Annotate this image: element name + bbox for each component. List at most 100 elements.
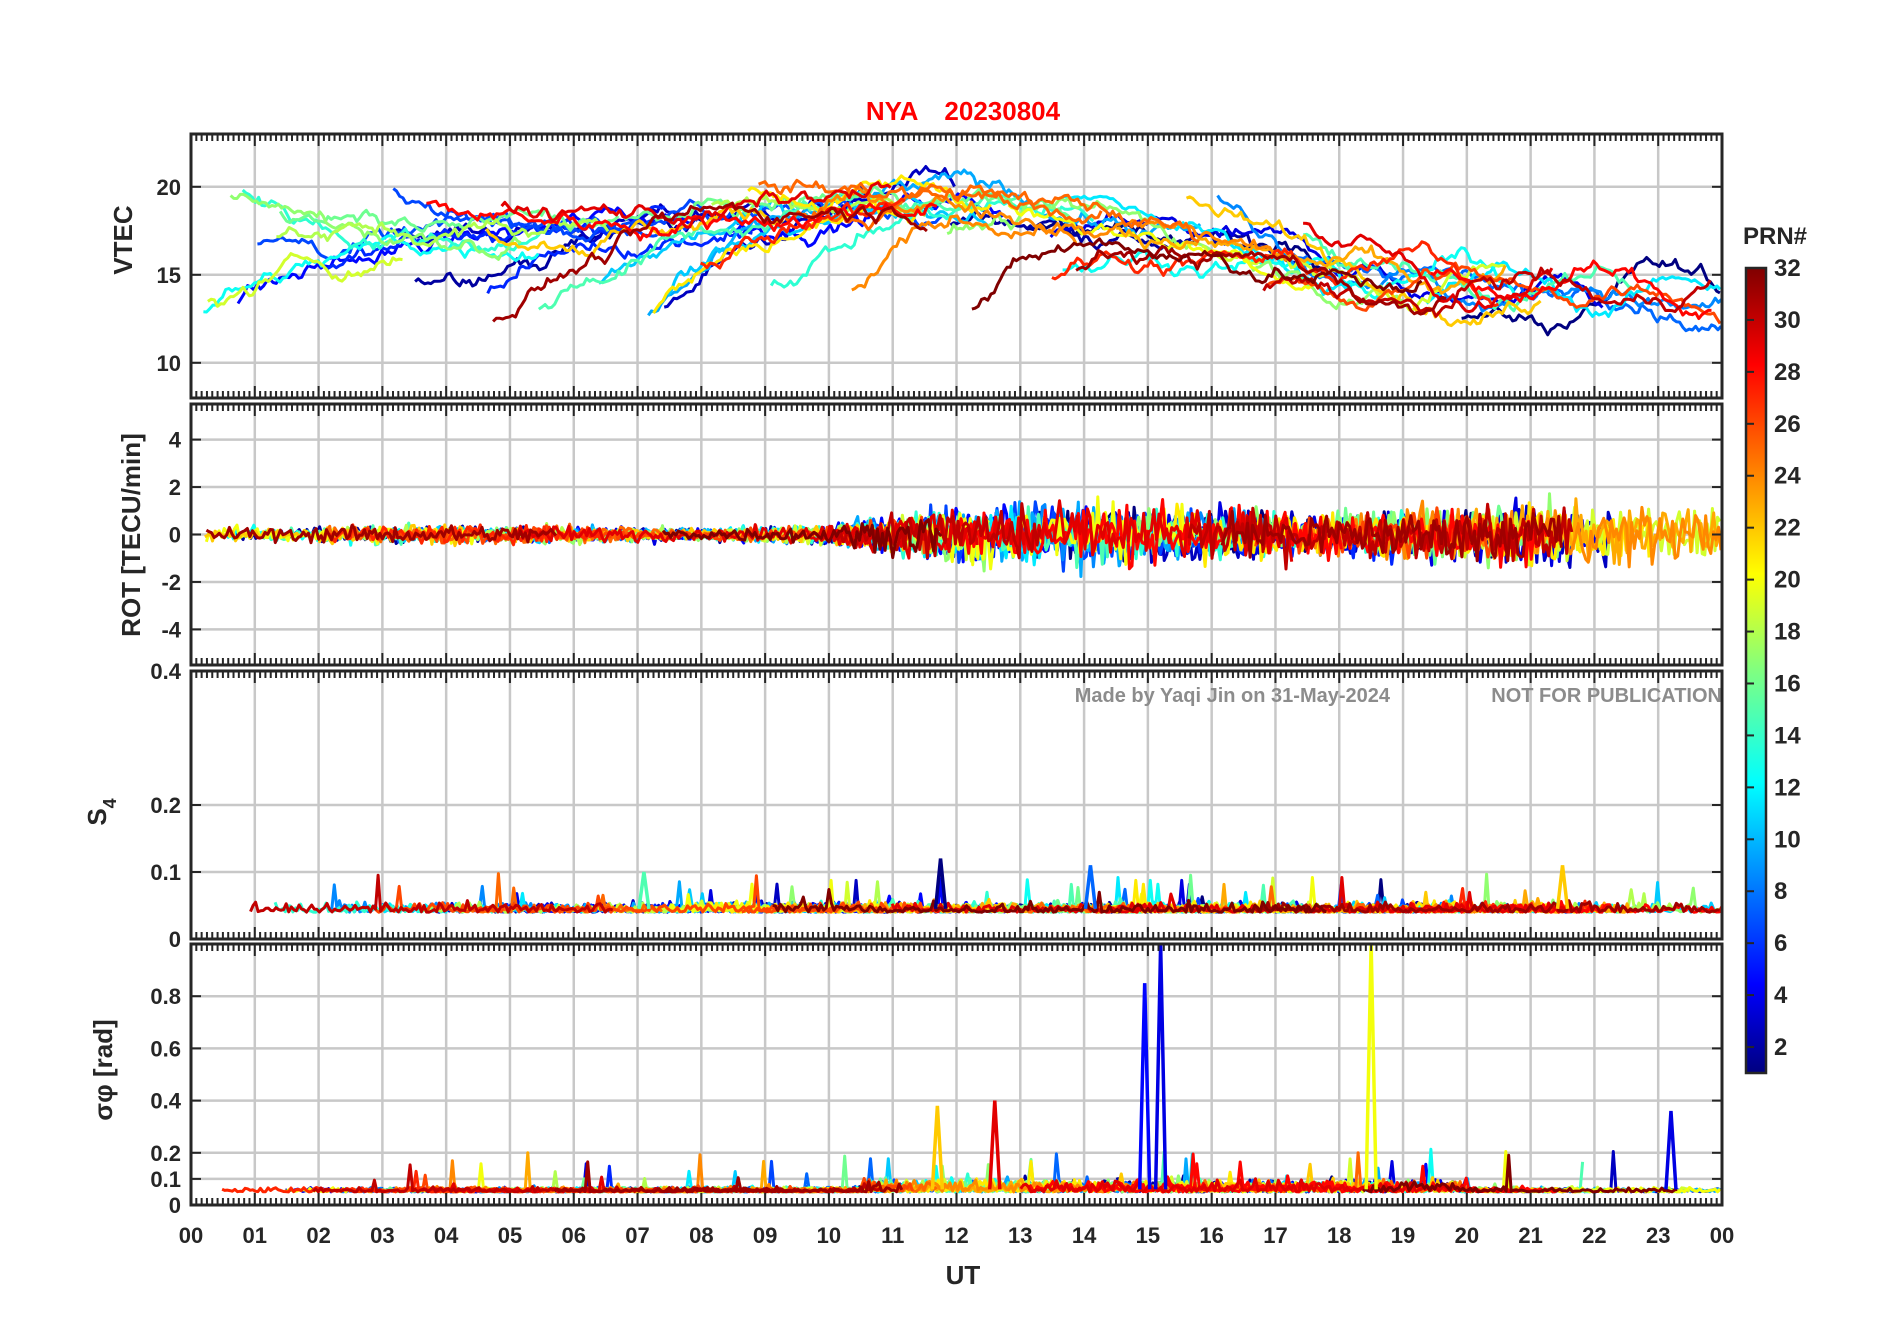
panel-vtec: 10 15 20 [157, 132, 1724, 400]
title-date: 20230804 [944, 96, 1060, 126]
colorbar-label: PRN# [1743, 223, 1807, 250]
x-tick-label: 11 [881, 1223, 904, 1248]
x-tick-label: 09 [753, 1223, 777, 1248]
x-tick-label: 00 [1710, 1223, 1734, 1248]
x-tick-label: 07 [625, 1223, 649, 1248]
vtec-prn-24-line [851, 214, 1300, 292]
x-tick-label: 20 [1455, 1223, 1479, 1248]
vtec-prn-22-line [485, 205, 785, 258]
sigma_phi-peak [1137, 983, 1152, 1190]
s4-peak [637, 871, 651, 910]
x-tick-label: 05 [498, 1223, 522, 1248]
x-tick-label: 14 [1072, 1223, 1097, 1248]
colorbar-tick-label: 10 [1774, 826, 1801, 853]
s4-peak [1555, 865, 1570, 910]
colorbar-tick-label: 12 [1774, 774, 1801, 801]
sigma_phi-ytick-label: 0.2 [150, 1141, 181, 1166]
rot-ytick-label: 2 [169, 475, 181, 500]
x-tick-label: 18 [1327, 1223, 1351, 1248]
sigma_phi-prn-23-line [470, 1151, 756, 1194]
panel-rot: -4 -2 0 2 4 [161, 402, 1724, 667]
vtec-prn-25-line [758, 178, 1200, 244]
vtec-prn-1-line [1461, 256, 1721, 337]
x-tick-label: 17 [1263, 1223, 1287, 1248]
vtec-ticks [190, 134, 1723, 398]
sigma_phi-peak [1364, 944, 1378, 1190]
colorbar-tick-label: 18 [1774, 619, 1801, 646]
x-tick-label: 13 [1008, 1223, 1032, 1248]
sigma_phi-series [221, 944, 1722, 1194]
rot-ylabel: ROT [TECU/min] [116, 433, 146, 637]
s4-peak [1083, 865, 1098, 910]
vtec-prn-30-line [1262, 266, 1712, 318]
x-tick-label: 01 [243, 1223, 267, 1248]
colorbar-tick-label: 14 [1774, 722, 1801, 749]
vtec-prn-17-line [946, 196, 1405, 311]
colorbar-tick-label: 20 [1774, 567, 1801, 594]
colorbar-tick-label: 28 [1774, 359, 1801, 386]
watermark-notice: NOT FOR PUBLICATION [1491, 685, 1722, 707]
vtec-ytick-label: 20 [157, 175, 181, 200]
s4-ticks [190, 670, 1723, 940]
rot-prn-31-line [205, 524, 558, 545]
sigma_phi-ticks [190, 944, 1723, 1206]
s4-ytick-label: 0.4 [150, 659, 181, 684]
rot-ytick-label: 4 [169, 428, 182, 453]
sigma_phi-ytick-label: 0.4 [150, 1089, 181, 1114]
vtec-ytick-label: 10 [157, 351, 181, 376]
colorbar-tick-label: 32 [1774, 255, 1801, 282]
sigma_phi-prn-31-line [553, 1160, 798, 1194]
vtec-prn-28-line [1430, 259, 1712, 320]
s4-ylabel: S4 [82, 798, 120, 825]
vtec-prn-32-line [971, 237, 1423, 311]
sigma-phi-ylabel: σφ [rad] [88, 1019, 118, 1120]
vtec-prn-16-line [278, 207, 620, 233]
s4-prn-30-line [249, 873, 614, 914]
vtec-ytick-label: 15 [157, 263, 181, 288]
vtec-prn-31-line [492, 201, 928, 323]
colorbar-tick-label: 16 [1774, 670, 1801, 697]
s4-ytick-label: 0 [169, 927, 181, 952]
x-tick-label: 08 [689, 1223, 713, 1248]
x-tick-label: 12 [944, 1223, 968, 1248]
vtec-prn-6-line [486, 228, 753, 295]
x-tick-label: 03 [370, 1223, 394, 1248]
vtec-prn-26-line [1266, 261, 1722, 325]
x-tick-label: 23 [1646, 1223, 1670, 1248]
colorbar-tick-label: 24 [1774, 463, 1801, 490]
x-tick-label: 15 [1136, 1223, 1160, 1248]
colorbar-gradient [1744, 266, 1768, 1075]
sigma_phi-peak [988, 1100, 1002, 1190]
vtec-prn-29-line [500, 181, 892, 229]
vtec-prn-31-line [1075, 244, 1447, 316]
figure-title: NYA 20230804 [866, 96, 1061, 126]
s4-series [249, 858, 1722, 914]
vtec-prn-22-line [1185, 195, 1542, 328]
x-tick-label: 02 [306, 1223, 330, 1248]
x-tick-label: 16 [1199, 1223, 1223, 1248]
vtec-prn-5-line [236, 206, 692, 305]
rot-series [204, 492, 1722, 578]
vtec-series [203, 165, 1722, 337]
colorbar-tick-label: 30 [1774, 307, 1801, 334]
vtec-prn-29-line [1303, 221, 1554, 314]
panel-sigma_phi: 00.10.2 0.4 0.6 0.8 [150, 942, 1724, 1218]
panel-s4: 0 0.1 0.2 0.4 [150, 659, 1724, 952]
rot-ytick-label: -4 [161, 617, 181, 642]
x-tick-label: 00 [179, 1223, 203, 1248]
sigma_phi-peak [930, 1105, 945, 1190]
x-axis-label: UT [946, 1260, 981, 1290]
vtec-ylabel: VTEC [108, 205, 138, 275]
sigma_phi-peak [1664, 1110, 1678, 1190]
x-tick-labels: 00 01 02 03 04 05 06 07 08 09 10 11 12 13 14 15 16 17 18 19… [179, 1223, 1734, 1248]
vtec-prn-23-line [1115, 226, 1507, 295]
s4-prn-31-line [1251, 899, 1720, 914]
vtec-prn-24-line [820, 186, 1079, 246]
vtec-prn-5-line [727, 192, 1004, 248]
sigma_phi-ytick-label: 0.8 [150, 984, 181, 1009]
sigma_phi-ytick-label: 0 [169, 1193, 181, 1218]
vtec-prn-25-line [784, 184, 1103, 232]
